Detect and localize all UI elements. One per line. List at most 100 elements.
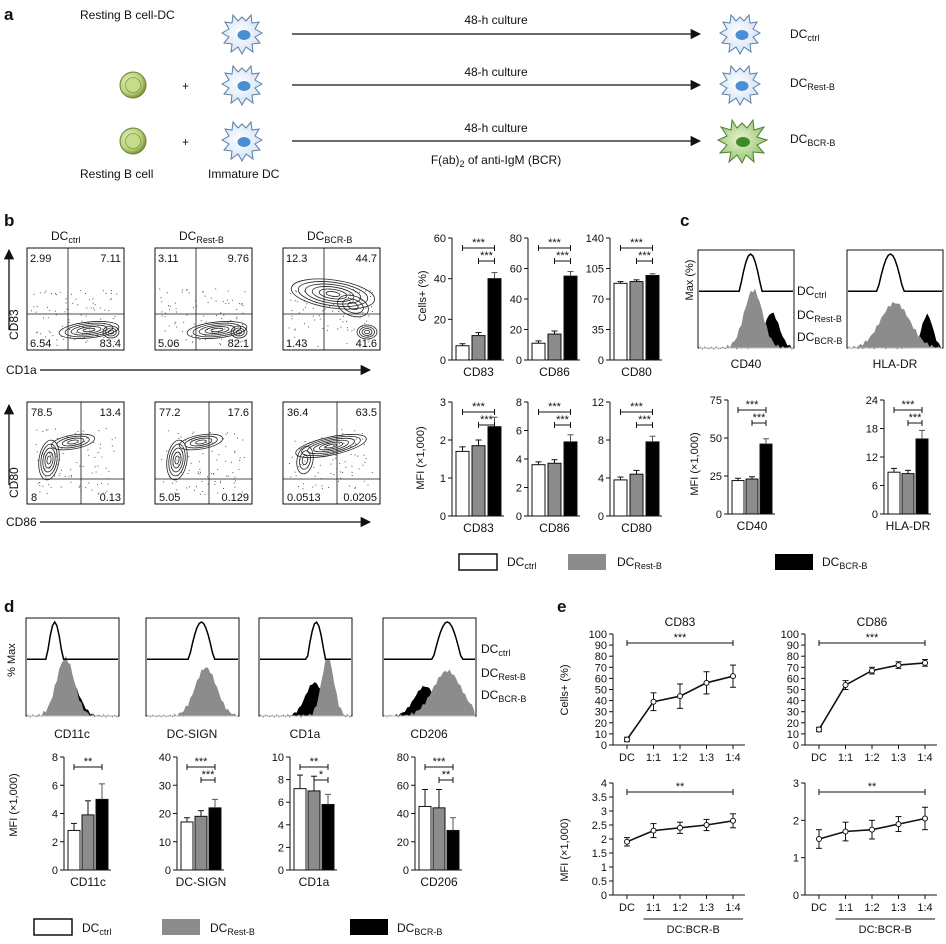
- event-dot: [288, 341, 290, 343]
- quadrant-value: 83.4: [100, 338, 121, 350]
- event-dot: [195, 486, 197, 488]
- y-tick-label: 3: [440, 397, 446, 409]
- sig-label: *: [319, 769, 324, 781]
- event-dot: [196, 305, 198, 307]
- event-dot: [220, 338, 222, 340]
- data-point: [922, 659, 928, 666]
- sig-label: ***: [674, 632, 688, 644]
- sig-label: **: [310, 756, 319, 768]
- event-dot: [333, 474, 335, 476]
- bar: [455, 345, 470, 361]
- event-dot: [74, 339, 76, 341]
- contour-line: [359, 326, 375, 338]
- quadrant-value: 78.5: [31, 407, 52, 419]
- y-tick-label: 20: [510, 325, 522, 337]
- histogram-d-cd206-mfi: [382, 617, 477, 718]
- y-tick-label: 1.5: [592, 848, 607, 860]
- y-tick-label: 0: [516, 511, 522, 523]
- event-dot: [97, 465, 99, 467]
- event-dot: [97, 493, 99, 495]
- bar: [731, 480, 745, 515]
- immature-dc-icon: [221, 65, 263, 106]
- event-dot: [339, 462, 341, 464]
- event-dot: [351, 471, 353, 473]
- event-dot: [115, 437, 117, 439]
- y-tick-label: 12: [592, 397, 604, 409]
- contour-line: [56, 435, 90, 449]
- event-dot: [111, 445, 113, 447]
- event-dot: [241, 491, 243, 493]
- event-dot: [317, 478, 319, 480]
- event-dot: [202, 453, 204, 455]
- event-dot: [222, 487, 224, 489]
- event-dot: [61, 325, 63, 327]
- event-dot: [201, 481, 203, 483]
- bar-chart-d-cd206-mfi: 0 20 40 60 80 CD206 *****: [397, 752, 462, 889]
- label-main: DC: [797, 284, 815, 298]
- event-dot: [180, 471, 182, 473]
- culture-label: 48-h culture: [464, 65, 528, 79]
- event-dot: [107, 483, 109, 485]
- event-dot: [342, 315, 344, 317]
- event-dot: [230, 461, 232, 463]
- event-dot: [161, 311, 163, 313]
- bar-chart-b-cd80-mfi: 0 4 8 12 CD80 ******: [592, 397, 662, 535]
- event-dot: [302, 339, 304, 341]
- sig-label: ***: [556, 250, 570, 262]
- event-dot: [178, 454, 180, 456]
- event-dot: [39, 491, 41, 493]
- event-dot: [208, 444, 210, 446]
- x-tick-label: 1:1: [646, 902, 661, 914]
- event-dot: [225, 446, 227, 448]
- quadrant-value: 44.7: [356, 253, 377, 265]
- event-dot: [359, 341, 361, 343]
- event-dot: [55, 455, 57, 457]
- flow-plot-cd80-cd86: [154, 401, 253, 505]
- event-dot: [86, 307, 88, 309]
- event-dot: [61, 447, 63, 449]
- event-dot: [306, 303, 308, 305]
- event-dot: [227, 321, 229, 323]
- data-point: [703, 822, 710, 828]
- event-dot: [339, 477, 341, 479]
- event-dot: [290, 293, 292, 295]
- event-dot: [304, 441, 306, 443]
- y-tick-label: 2: [793, 815, 799, 827]
- sig-label: ***: [866, 632, 880, 644]
- data-point: [842, 828, 849, 835]
- panel-a-header: Resting B cell-DC: [80, 8, 175, 22]
- event-dot: [98, 492, 100, 494]
- quadrant-value: 13.4: [100, 407, 121, 419]
- event-dot: [357, 455, 359, 457]
- label-main: DC: [797, 308, 815, 322]
- data-point: [677, 693, 683, 700]
- y-tick-label: 40: [787, 696, 799, 708]
- event-dot: [181, 330, 183, 332]
- bar: [455, 450, 470, 517]
- event-dot: [37, 482, 39, 484]
- event-dot: [358, 468, 360, 470]
- x-label: CD86: [539, 521, 570, 535]
- event-dot: [85, 315, 87, 317]
- histogram-rest-b: [147, 667, 238, 718]
- y-tick-label: 20: [397, 837, 409, 849]
- y-tick-label: 60: [434, 233, 446, 245]
- legend-ctrl-label: DCctrl: [507, 555, 536, 571]
- event-dot: [66, 436, 68, 438]
- event-dot: [226, 475, 228, 477]
- title-main: DC: [179, 229, 197, 243]
- y-tick-label: 80: [510, 233, 522, 245]
- event-dot: [42, 431, 44, 433]
- event-dot: [62, 452, 64, 454]
- data-point: [650, 698, 657, 705]
- quadrant-value: 5.06: [158, 338, 179, 350]
- panel-a-row-3: + 48-h culture F(ab)2 of anti-IgM (BCR) …: [80, 119, 835, 181]
- event-dot: [347, 327, 349, 329]
- event-dot: [193, 431, 195, 433]
- event-dot: [197, 473, 199, 475]
- y-tick-label: 8: [52, 752, 58, 764]
- event-dot: [308, 326, 310, 328]
- contour-line: [318, 441, 344, 451]
